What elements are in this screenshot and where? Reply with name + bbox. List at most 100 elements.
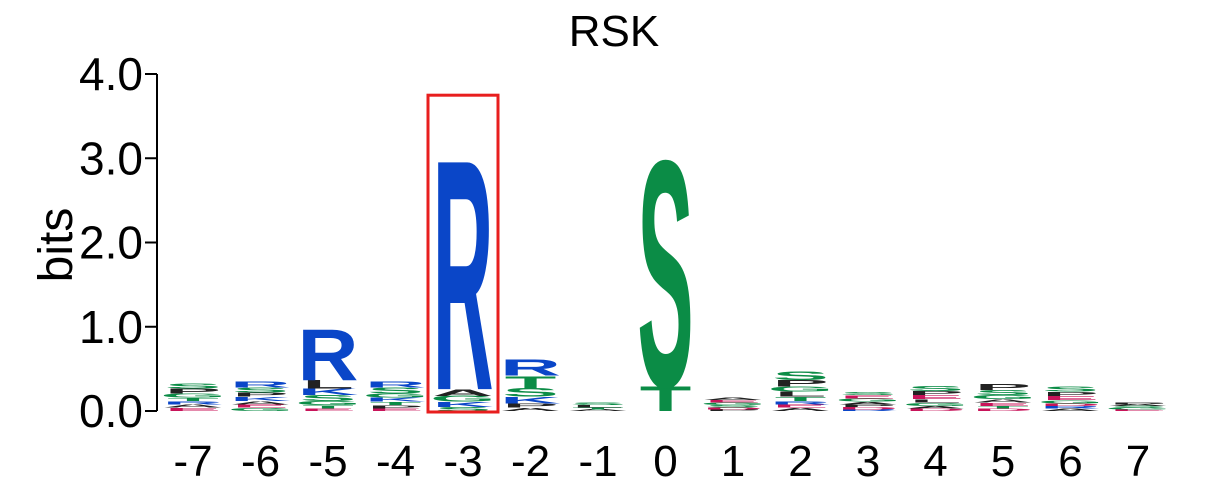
letter-E: E xyxy=(232,403,288,408)
letter-A: A xyxy=(973,398,1034,403)
letter-P: P xyxy=(165,387,221,395)
letter-A: A xyxy=(1108,404,1169,407)
letter-E: E xyxy=(772,403,828,408)
letter-K: K xyxy=(230,396,291,403)
letter-S: S xyxy=(1110,406,1166,409)
letter-S: S xyxy=(502,386,558,399)
letter-L: L xyxy=(910,398,962,403)
letter-P: P xyxy=(772,378,828,389)
letter-T: T xyxy=(572,407,624,410)
y-tick-label: 4.0 xyxy=(79,48,143,100)
x-tick-label: 2 xyxy=(788,437,812,486)
x-tick-label: -4 xyxy=(376,437,415,486)
letter-S: S xyxy=(570,402,626,406)
letter-G: G xyxy=(970,394,1036,401)
letter-T: T xyxy=(302,404,354,409)
letter-R: R xyxy=(433,90,494,459)
letter-K: K xyxy=(365,396,426,403)
x-tick-label: 3 xyxy=(856,437,880,486)
x-tick-label: -2 xyxy=(511,437,550,486)
letter-R: R xyxy=(500,355,561,381)
letter-R: R xyxy=(838,409,899,412)
stack-0: TS xyxy=(637,94,693,455)
letter-L: L xyxy=(572,404,624,408)
letter-G: G xyxy=(700,402,766,406)
letter-E: E xyxy=(840,394,896,399)
x-tick-label: 4 xyxy=(923,437,947,486)
letter-R: R xyxy=(1040,405,1101,409)
letter-E: E xyxy=(1042,395,1098,402)
letter-L: L xyxy=(775,390,827,398)
letter-S: S xyxy=(367,386,423,395)
letter-P: P xyxy=(1042,391,1098,398)
y-tick-label: 1.0 xyxy=(79,301,143,353)
x-tick-label: -7 xyxy=(173,437,212,486)
y-axis: 0.0 1.0 2.0 3.0 4.0 xyxy=(79,48,158,437)
highlight-box xyxy=(426,93,500,414)
letter-S: S xyxy=(165,382,221,390)
letter-P: P xyxy=(975,383,1031,392)
letter-G: G xyxy=(835,397,901,402)
x-tick-label: -1 xyxy=(578,437,617,486)
letter-S: S xyxy=(637,94,693,455)
letter-D: D xyxy=(973,408,1034,412)
letter-A: A xyxy=(838,401,899,405)
letter-S: S xyxy=(772,369,828,382)
letter-T: T xyxy=(640,379,692,419)
letter-E: E xyxy=(300,408,356,412)
letter-E: E xyxy=(705,399,761,403)
letter-G: G xyxy=(903,402,969,407)
letter-T: T xyxy=(775,396,827,403)
letter-P: P xyxy=(840,404,896,408)
letter-T: T xyxy=(505,372,557,392)
letter-R: R xyxy=(365,380,426,389)
letter-G: G xyxy=(1038,399,1104,404)
letter-G: G xyxy=(768,385,834,393)
letter-T: T xyxy=(167,397,219,402)
letter-A: A xyxy=(230,400,291,405)
letter-G: G xyxy=(228,407,294,412)
letter-A: A xyxy=(433,387,494,398)
letter-D: D xyxy=(1040,403,1101,407)
y-axis-label: bits xyxy=(30,208,83,283)
letter-D: D xyxy=(703,407,764,410)
x-tick-label: 1 xyxy=(721,437,745,486)
letter-S: S xyxy=(840,391,896,396)
letter-E: E xyxy=(367,408,423,412)
letter-P: P xyxy=(367,404,423,409)
x-tick-label: -6 xyxy=(241,437,280,486)
letter-D: D xyxy=(905,408,966,412)
letter-S: S xyxy=(1042,385,1098,393)
letter-A: A xyxy=(1040,408,1101,412)
letter-E: E xyxy=(975,402,1031,407)
y-tick-label: 2.0 xyxy=(79,217,143,269)
letter-G: G xyxy=(295,400,361,407)
letter-R: R xyxy=(230,380,291,389)
chart-title: RSK xyxy=(569,7,659,56)
letter-E: E xyxy=(1110,409,1166,412)
x-axis-labels: -7 -6 -5 -4 -3 -2 -1 0 1 2 3 4 5 6 7 xyxy=(173,437,1150,486)
letter-R: R xyxy=(298,314,359,395)
letter-R: R xyxy=(163,400,224,405)
letter-G: G xyxy=(160,392,226,399)
letter-T: T xyxy=(370,401,422,406)
letter-A: A xyxy=(770,407,831,412)
letter-K: K xyxy=(298,387,359,398)
letter-K: K xyxy=(500,395,561,406)
letter-A: A xyxy=(703,397,764,401)
letter-S: S xyxy=(705,404,761,408)
y-tick-label: 0.0 xyxy=(79,385,143,437)
letter-A: A xyxy=(500,407,561,412)
letter-P: P xyxy=(1110,402,1166,405)
x-tick-label: -5 xyxy=(308,437,347,486)
